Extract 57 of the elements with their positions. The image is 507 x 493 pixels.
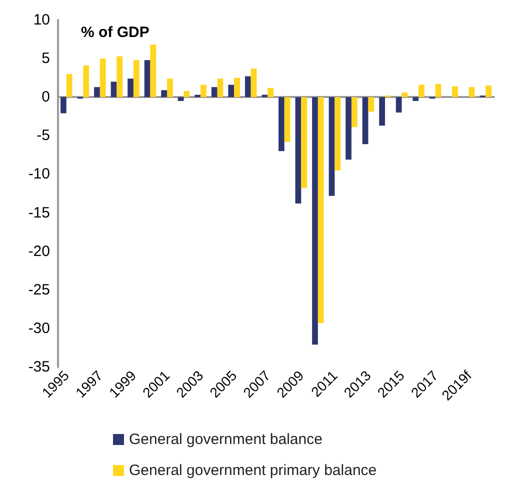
bar bbox=[100, 58, 106, 98]
bar bbox=[402, 92, 408, 98]
y-tick-label: -35 bbox=[28, 358, 50, 376]
bar bbox=[278, 97, 284, 152]
bar bbox=[312, 97, 318, 345]
bar bbox=[167, 78, 173, 98]
bar bbox=[211, 87, 218, 98]
bar bbox=[334, 97, 341, 170]
bar bbox=[295, 97, 302, 204]
bar bbox=[418, 84, 424, 98]
y-tick-label: -25 bbox=[28, 281, 50, 298]
bar bbox=[133, 60, 140, 98]
bar bbox=[128, 78, 134, 98]
bar bbox=[228, 84, 234, 98]
bar bbox=[217, 78, 224, 98]
y-tick-label: -10 bbox=[28, 166, 50, 183]
bar bbox=[351, 97, 358, 128]
bar bbox=[110, 82, 117, 98]
bar bbox=[184, 90, 190, 98]
y-tick-label: 10 bbox=[33, 12, 50, 28]
bar bbox=[328, 97, 335, 196]
bar bbox=[83, 65, 90, 98]
bar bbox=[435, 84, 442, 98]
bar bbox=[60, 97, 66, 114]
legend-label: General government balance bbox=[129, 431, 322, 448]
bar bbox=[250, 68, 257, 98]
bar bbox=[161, 90, 167, 98]
bar bbox=[379, 97, 385, 126]
bar bbox=[362, 97, 368, 144]
y-tick-label: 5 bbox=[42, 50, 50, 68]
legend-label: General government primary balance bbox=[129, 462, 377, 479]
bar bbox=[318, 97, 324, 324]
bar bbox=[66, 74, 72, 98]
y-tick-label: -5 bbox=[36, 127, 50, 144]
y-tick-label: -20 bbox=[28, 242, 50, 260]
y-tick-label: -15 bbox=[28, 204, 50, 222]
bar bbox=[301, 97, 308, 188]
bar bbox=[412, 97, 419, 101]
bar bbox=[268, 88, 274, 98]
y-tick-label: 0 bbox=[42, 88, 50, 106]
chart-title: % of GDP bbox=[81, 24, 150, 41]
bar bbox=[200, 84, 206, 98]
bar bbox=[116, 56, 123, 98]
bar bbox=[284, 97, 290, 142]
bar bbox=[368, 97, 374, 112]
bar bbox=[178, 97, 184, 101]
bar bbox=[396, 97, 402, 113]
bar bbox=[468, 87, 475, 98]
bar bbox=[244, 76, 251, 98]
bar bbox=[452, 86, 458, 98]
bar bbox=[486, 86, 492, 98]
y-tick-label: -30 bbox=[28, 320, 50, 337]
bar bbox=[144, 60, 150, 98]
bar bbox=[94, 87, 100, 98]
bar bbox=[234, 78, 240, 98]
bar bbox=[346, 97, 352, 160]
bar bbox=[150, 44, 156, 98]
